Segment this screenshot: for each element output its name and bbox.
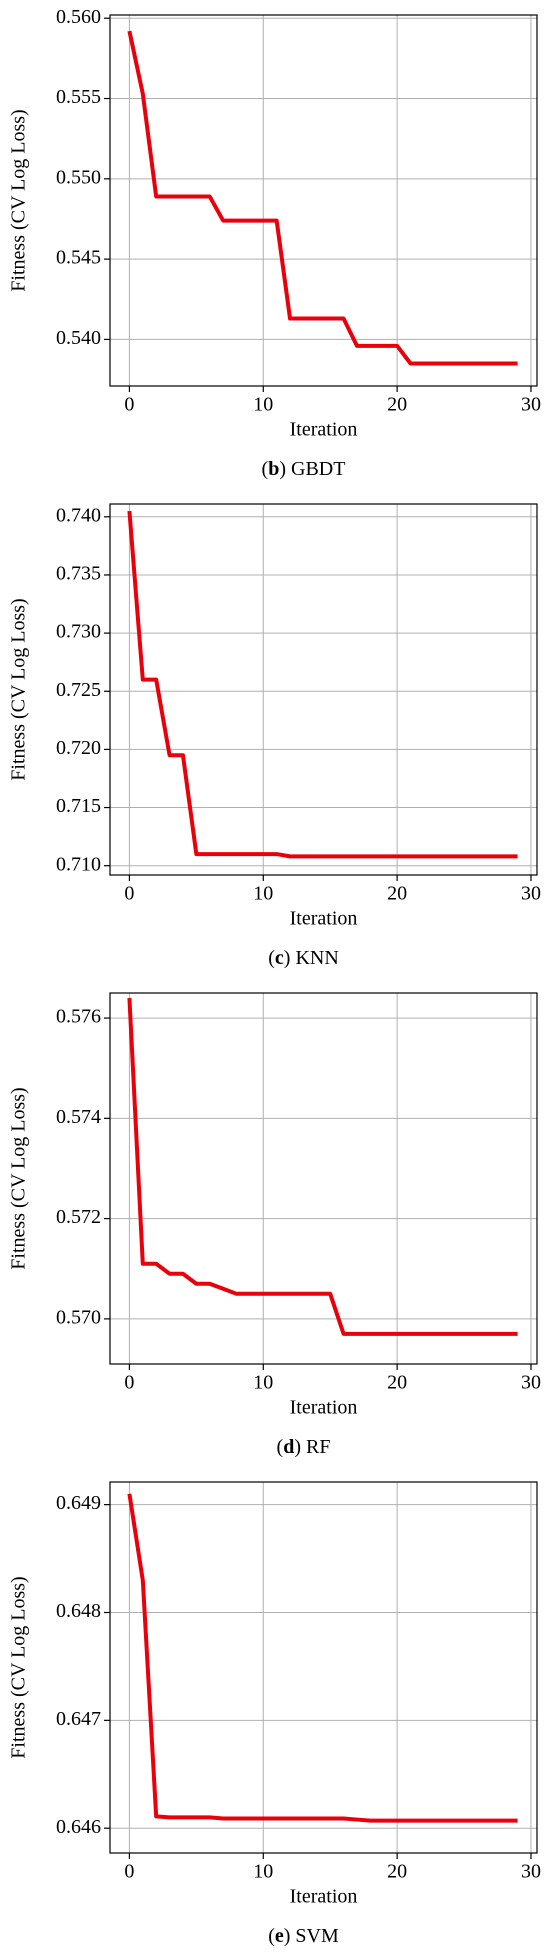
caption-part: d bbox=[283, 1436, 294, 1458]
x-tick-label: 10 bbox=[253, 1372, 273, 1394]
caption-part: ) KNN bbox=[284, 947, 339, 969]
x-tick-label: 0 bbox=[124, 394, 134, 416]
x-tick-label: 30 bbox=[521, 883, 541, 905]
y-tick-label: 0.710 bbox=[56, 853, 101, 875]
x-tick-label: 30 bbox=[521, 1372, 541, 1394]
plot-frame bbox=[109, 1481, 538, 1854]
x-tick-label: 10 bbox=[253, 883, 273, 905]
caption: (e) SVM bbox=[268, 1925, 339, 1947]
y-tick-label: 0.560 bbox=[56, 6, 101, 28]
caption: (d) RF bbox=[277, 1436, 331, 1458]
x-tick-label: 10 bbox=[253, 1861, 273, 1883]
caption-part: ( bbox=[277, 1436, 284, 1458]
caption-part: ( bbox=[268, 947, 275, 969]
x-axis-label: Iteration bbox=[290, 908, 358, 930]
data-line bbox=[127, 997, 518, 1336]
plot-frame bbox=[109, 992, 538, 1365]
caption-part: ) GBDT bbox=[279, 458, 345, 480]
data-line bbox=[127, 1493, 518, 1823]
y-tick-label: 0.646 bbox=[56, 1816, 101, 1838]
x-tick-label: 0 bbox=[124, 1861, 134, 1883]
plot-frame bbox=[109, 14, 538, 387]
y-tick-label: 0.545 bbox=[56, 247, 101, 269]
x-tick-label: 10 bbox=[253, 394, 273, 416]
y-tick-label: 0.572 bbox=[56, 1206, 101, 1228]
y-tick-label: 0.735 bbox=[56, 563, 101, 585]
y-axis-label: Fitness (CV Log Loss) bbox=[8, 1087, 30, 1269]
caption-part: ) SVM bbox=[284, 1925, 339, 1947]
y-tick-label: 0.720 bbox=[56, 737, 101, 759]
x-tick-label: 20 bbox=[387, 1861, 407, 1883]
y-tick-label: 0.576 bbox=[56, 1006, 101, 1028]
y-tick-label: 0.715 bbox=[56, 795, 101, 817]
x-axis-label: Iteration bbox=[290, 1397, 358, 1419]
y-tick-label: 0.730 bbox=[56, 621, 101, 643]
x-tick-label: 30 bbox=[521, 394, 541, 416]
caption-part: ( bbox=[262, 458, 269, 480]
plot-frame bbox=[109, 503, 538, 876]
y-axis-label: Fitness (CV Log Loss) bbox=[8, 109, 30, 291]
y-tick-label: 0.570 bbox=[56, 1306, 101, 1328]
x-axis-label: Iteration bbox=[290, 419, 358, 441]
caption: (b) GBDT bbox=[262, 458, 346, 480]
x-tick-label: 20 bbox=[387, 1372, 407, 1394]
y-axis-label: Fitness (CV Log Loss) bbox=[8, 598, 30, 780]
y-tick-label: 0.740 bbox=[56, 504, 101, 526]
y-tick-label: 0.649 bbox=[56, 1492, 101, 1514]
y-tick-label: 0.574 bbox=[56, 1106, 101, 1128]
x-tick-label: 0 bbox=[124, 883, 134, 905]
x-tick-label: 0 bbox=[124, 1372, 134, 1394]
x-axis-label: Iteration bbox=[290, 1886, 358, 1908]
y-tick-label: 0.555 bbox=[56, 86, 101, 108]
y-tick-label: 0.648 bbox=[56, 1600, 101, 1622]
caption-part: ( bbox=[268, 1925, 275, 1947]
y-tick-label: 0.725 bbox=[56, 679, 101, 701]
data-line bbox=[127, 30, 518, 366]
y-axis-label: Fitness (CV Log Loss) bbox=[8, 1576, 30, 1758]
caption-part: b bbox=[268, 458, 279, 480]
x-tick-label: 30 bbox=[521, 1861, 541, 1883]
data-line bbox=[127, 510, 518, 859]
caption-part: e bbox=[275, 1925, 284, 1947]
y-tick-label: 0.550 bbox=[56, 166, 101, 188]
y-tick-label: 0.540 bbox=[56, 327, 101, 349]
y-tick-label: 0.647 bbox=[56, 1708, 101, 1730]
caption-part: c bbox=[275, 947, 284, 969]
caption-part: ) RF bbox=[294, 1436, 330, 1458]
caption: (c) KNN bbox=[268, 947, 339, 969]
x-tick-label: 20 bbox=[387, 883, 407, 905]
x-tick-label: 20 bbox=[387, 394, 407, 416]
